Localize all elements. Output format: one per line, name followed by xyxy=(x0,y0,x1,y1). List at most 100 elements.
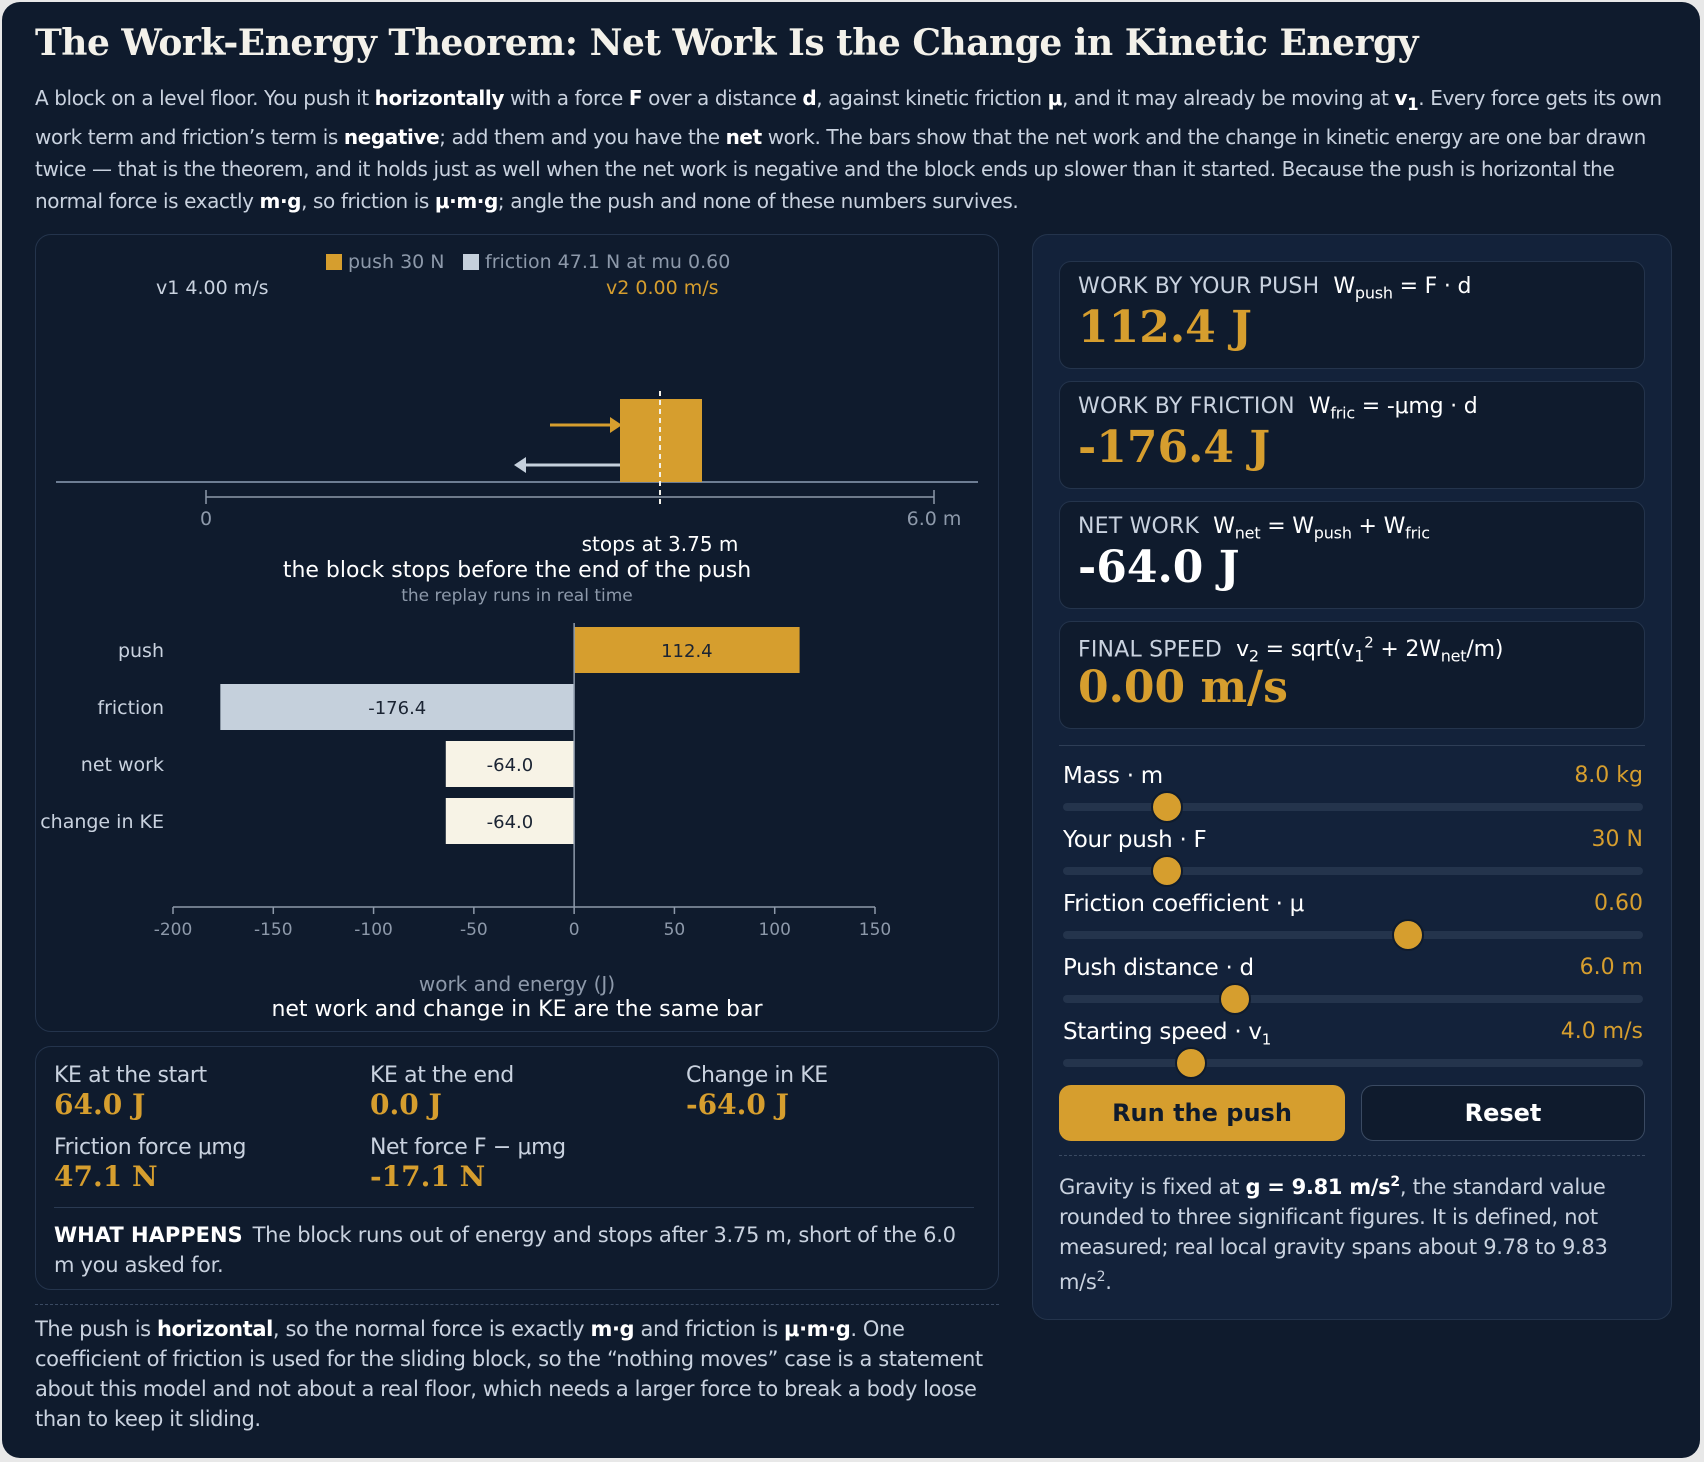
formula-part: v xyxy=(1236,637,1249,663)
intro-part: , against kinetic friction xyxy=(816,86,1048,110)
reset-button[interactable]: Reset xyxy=(1361,1085,1645,1141)
chart-x-tick-label: -200 xyxy=(154,920,193,940)
slider-handle[interactable] xyxy=(1392,919,1425,951)
distance-axis-end: 6.0 m xyxy=(907,508,962,530)
stat-change-ke: Change in KE -64.0 J xyxy=(686,1063,828,1121)
stats-panel: KE at the start 64.0 J KE at the end 0.0… xyxy=(35,1046,999,1290)
chart-x-tick-label: 150 xyxy=(859,920,891,940)
chart-x-tick-label: -150 xyxy=(254,920,293,940)
intro-part: work. The bars show that the net work an… xyxy=(35,125,1646,213)
slider-handle[interactable] xyxy=(1151,791,1184,823)
slider-push-force[interactable]: Your push · F 30 N xyxy=(1063,827,1643,887)
gravity-sup: 2 xyxy=(1390,1174,1400,1190)
intro-bold: F xyxy=(628,86,643,110)
stop-label: stops at 3.75 m xyxy=(582,532,739,556)
card-label: WORK BY FRICTION Wfric = -μmg · d xyxy=(1078,394,1478,422)
stat-label: KE at the start xyxy=(54,1063,207,1088)
footnote-part: , so the normal force is exactly xyxy=(272,1317,591,1341)
slider-handle[interactable] xyxy=(1151,855,1184,887)
bar-category-label: net work xyxy=(81,754,164,776)
stat-label: Net force F − μmg xyxy=(370,1135,566,1160)
slider-label: Starting speed · v1 xyxy=(1063,1019,1271,1049)
formula-sup: 2 xyxy=(1364,634,1374,652)
bar-category-label: change in KE xyxy=(40,811,164,833)
card-formula: Wpush = F · d xyxy=(1333,274,1471,303)
formula-part: = -μmg · d xyxy=(1355,394,1478,419)
gravity-sup: 2 xyxy=(1096,1269,1106,1285)
intro-part: ; angle the push and none of these numbe… xyxy=(497,189,1019,213)
card-title: WORK BY FRICTION xyxy=(1078,394,1295,419)
formula-sub: push xyxy=(1354,283,1393,303)
slider-push-distance[interactable]: Push distance · d 6.0 m xyxy=(1063,955,1643,1015)
gravity-part: . xyxy=(1105,1270,1112,1294)
formula-part: /m) xyxy=(1466,637,1504,663)
chart-x-tick-label: -100 xyxy=(354,920,393,940)
stat-label: Friction force μmg xyxy=(54,1135,247,1160)
formula-sub: net xyxy=(1234,523,1261,543)
slider-mass[interactable]: Mass · m 8.0 kg xyxy=(1063,763,1643,823)
slider-handle[interactable] xyxy=(1174,1047,1207,1079)
footnote-bold: m·g xyxy=(590,1317,635,1341)
gravity-part: Gravity is fixed at xyxy=(1059,1175,1246,1199)
bar-net-work xyxy=(445,741,575,787)
stat-value: 0.0 J xyxy=(370,1088,442,1121)
slider-name: Push distance · d xyxy=(1063,955,1254,981)
intro-bold: μ·m·g xyxy=(434,189,498,213)
intro-part: , and it may already be moving at xyxy=(1061,86,1395,110)
intro-bold: v1 xyxy=(1394,86,1418,114)
bar-value-label: 112.4 xyxy=(661,641,713,662)
simulation-svg: push 30 N friction 47.1 N at mu 0.60 v1 … xyxy=(40,251,978,1022)
slider-label: Friction coefficient · μ xyxy=(1063,891,1304,917)
formula-sub: 2 xyxy=(1248,646,1259,666)
card-final-speed: FINAL SPEED v2 = sqrt(v12 + 2Wnet/m) 0.00… xyxy=(1059,621,1645,729)
bar-value-label: -64.0 xyxy=(487,755,534,776)
slider-handle[interactable] xyxy=(1218,983,1251,1015)
intro-part: , so friction is xyxy=(301,189,435,213)
slider-track[interactable] xyxy=(1063,803,1643,811)
slider-name: Friction coefficient · μ xyxy=(1063,891,1305,917)
intro-sub: 1 xyxy=(1407,95,1419,114)
stat-value: 64.0 J xyxy=(54,1088,146,1121)
slider-label: Push distance · d xyxy=(1063,955,1254,981)
chart-x-tick-label: 0 xyxy=(569,920,580,940)
slider-track[interactable] xyxy=(1063,867,1643,875)
slider-friction-coefficient[interactable]: Friction coefficient · μ 0.60 xyxy=(1063,891,1643,951)
slider-value: 4.0 m/s xyxy=(1560,1019,1643,1044)
what-happens-title: WHAT HAPPENS xyxy=(54,1223,243,1247)
legend-friction: friction 47.1 N at mu 0.60 xyxy=(485,251,730,273)
intro-bold: net xyxy=(725,125,763,149)
card-work-push: WORK BY YOUR PUSH Wpush = F · d 112.4 J xyxy=(1059,261,1645,369)
gravity-value: g = 9.81 m/s2 xyxy=(1246,1174,1401,1199)
footnote-part: and friction is xyxy=(634,1317,785,1341)
card-value: 112.4 J xyxy=(1078,302,1252,353)
slider-track[interactable] xyxy=(1063,1059,1643,1067)
formula-part: = W xyxy=(1260,514,1314,539)
footnote-bold: horizontal xyxy=(156,1317,273,1341)
what-happens-text: The block runs out of energy and stops a… xyxy=(54,1223,956,1277)
chart-x-tick-label: -50 xyxy=(460,920,488,940)
footnote-part: The push is xyxy=(35,1317,157,1341)
bar-push xyxy=(574,627,800,673)
card-label: FINAL SPEED v2 = sqrt(v12 + 2Wnet/m) xyxy=(1078,634,1503,666)
card-label: NET WORK Wnet = Wpush + Wfric xyxy=(1078,514,1430,542)
footnote: The push is horizontal, so the normal fo… xyxy=(35,1314,1005,1434)
card-formula: v2 = sqrt(v12 + 2Wnet/m) xyxy=(1236,634,1504,666)
intro-part: over a distance xyxy=(642,86,803,110)
formula-sub: 1 xyxy=(1354,646,1365,666)
slider-name-sub: 1 xyxy=(1261,1030,1272,1049)
formula-sub: net xyxy=(1440,646,1467,666)
gravity-part: , the standard value rounded to three si… xyxy=(1059,1175,1608,1294)
stat-value: -64.0 J xyxy=(686,1088,789,1121)
run-button[interactable]: Run the push xyxy=(1059,1085,1345,1141)
gravity-divider xyxy=(1059,1155,1645,1156)
slider-name: Your push · F xyxy=(1063,827,1207,853)
slider-track[interactable] xyxy=(1063,931,1643,939)
slider-track[interactable] xyxy=(1063,995,1643,1003)
simulation-panel: push 30 N friction 47.1 N at mu 0.60 v1 … xyxy=(35,234,999,1032)
intro-bold-v: v xyxy=(1394,86,1408,110)
card-value: -176.4 J xyxy=(1078,422,1271,473)
page-title: The Work-Energy Theorem: Net Work Is the… xyxy=(35,22,1419,64)
gravity-note: Gravity is fixed at g = 9.81 m/s2, the s… xyxy=(1059,1167,1645,1297)
slider-starting-speed[interactable]: Starting speed · v1 4.0 m/s xyxy=(1063,1019,1643,1079)
